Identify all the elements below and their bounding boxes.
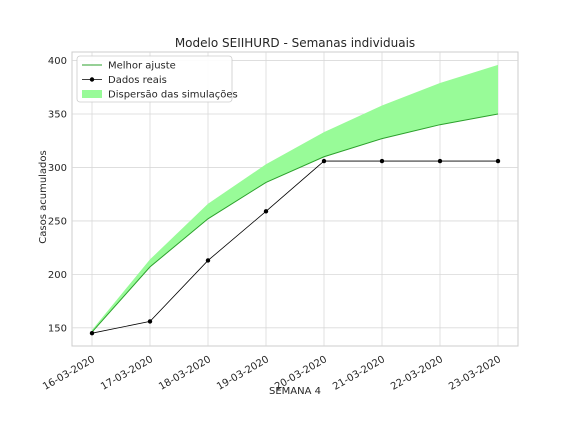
- data-point: [321, 158, 327, 164]
- x-tick-label: 19-03-2020: [215, 354, 271, 393]
- series-lines: [89, 113, 501, 336]
- y-tick-label: 250: [48, 216, 67, 227]
- chart-title: Modelo SEIIHURD - Semanas individuais: [175, 36, 415, 50]
- data-point: [147, 319, 153, 324]
- y-tick-label: 150: [48, 323, 67, 334]
- x-axis-label: SEMANA 4: [269, 386, 321, 397]
- y-axis-label: Casos acumulados: [38, 150, 49, 243]
- y-tick-label: 350: [48, 110, 67, 121]
- data-point: [263, 209, 269, 214]
- series-line-melhor-ajuste: [91, 113, 499, 333]
- legend-label: Melhor ajuste: [108, 61, 176, 72]
- x-tick-label: 22-03-2020: [389, 354, 445, 393]
- legend-marker: [89, 77, 95, 82]
- data-point: [205, 258, 211, 263]
- legend-label: Dados reais: [108, 75, 167, 86]
- legend-box: [76, 55, 233, 103]
- series-line-dados-reais: [91, 160, 498, 334]
- x-tick-label: 18-03-2020: [157, 354, 213, 393]
- data-point: [379, 158, 385, 164]
- data-point: [437, 158, 443, 164]
- y-ticks: 150 200 250 300 350 400: [48, 56, 67, 334]
- data-point: [89, 330, 95, 336]
- x-tick-label: 21-03-2020: [331, 354, 387, 393]
- x-tick-label: 17-03-2020: [99, 354, 155, 393]
- legend-swatch-dispersao: [82, 90, 102, 98]
- band-dispersao: [92, 64, 498, 333]
- y-tick-label: 200: [48, 270, 67, 281]
- y-tick-label: 300: [48, 163, 67, 174]
- x-tick-label: 23-03-2020: [447, 354, 503, 393]
- legend: Melhor ajuste Dados reais Dispersão das si…: [76, 55, 238, 103]
- data-point: [495, 158, 501, 164]
- legend-label: Dispersão das simulações: [108, 90, 238, 101]
- y-tick-label: 400: [48, 56, 67, 67]
- x-tick-label: 16-03-2020: [41, 354, 97, 393]
- simulation-band: [92, 64, 498, 333]
